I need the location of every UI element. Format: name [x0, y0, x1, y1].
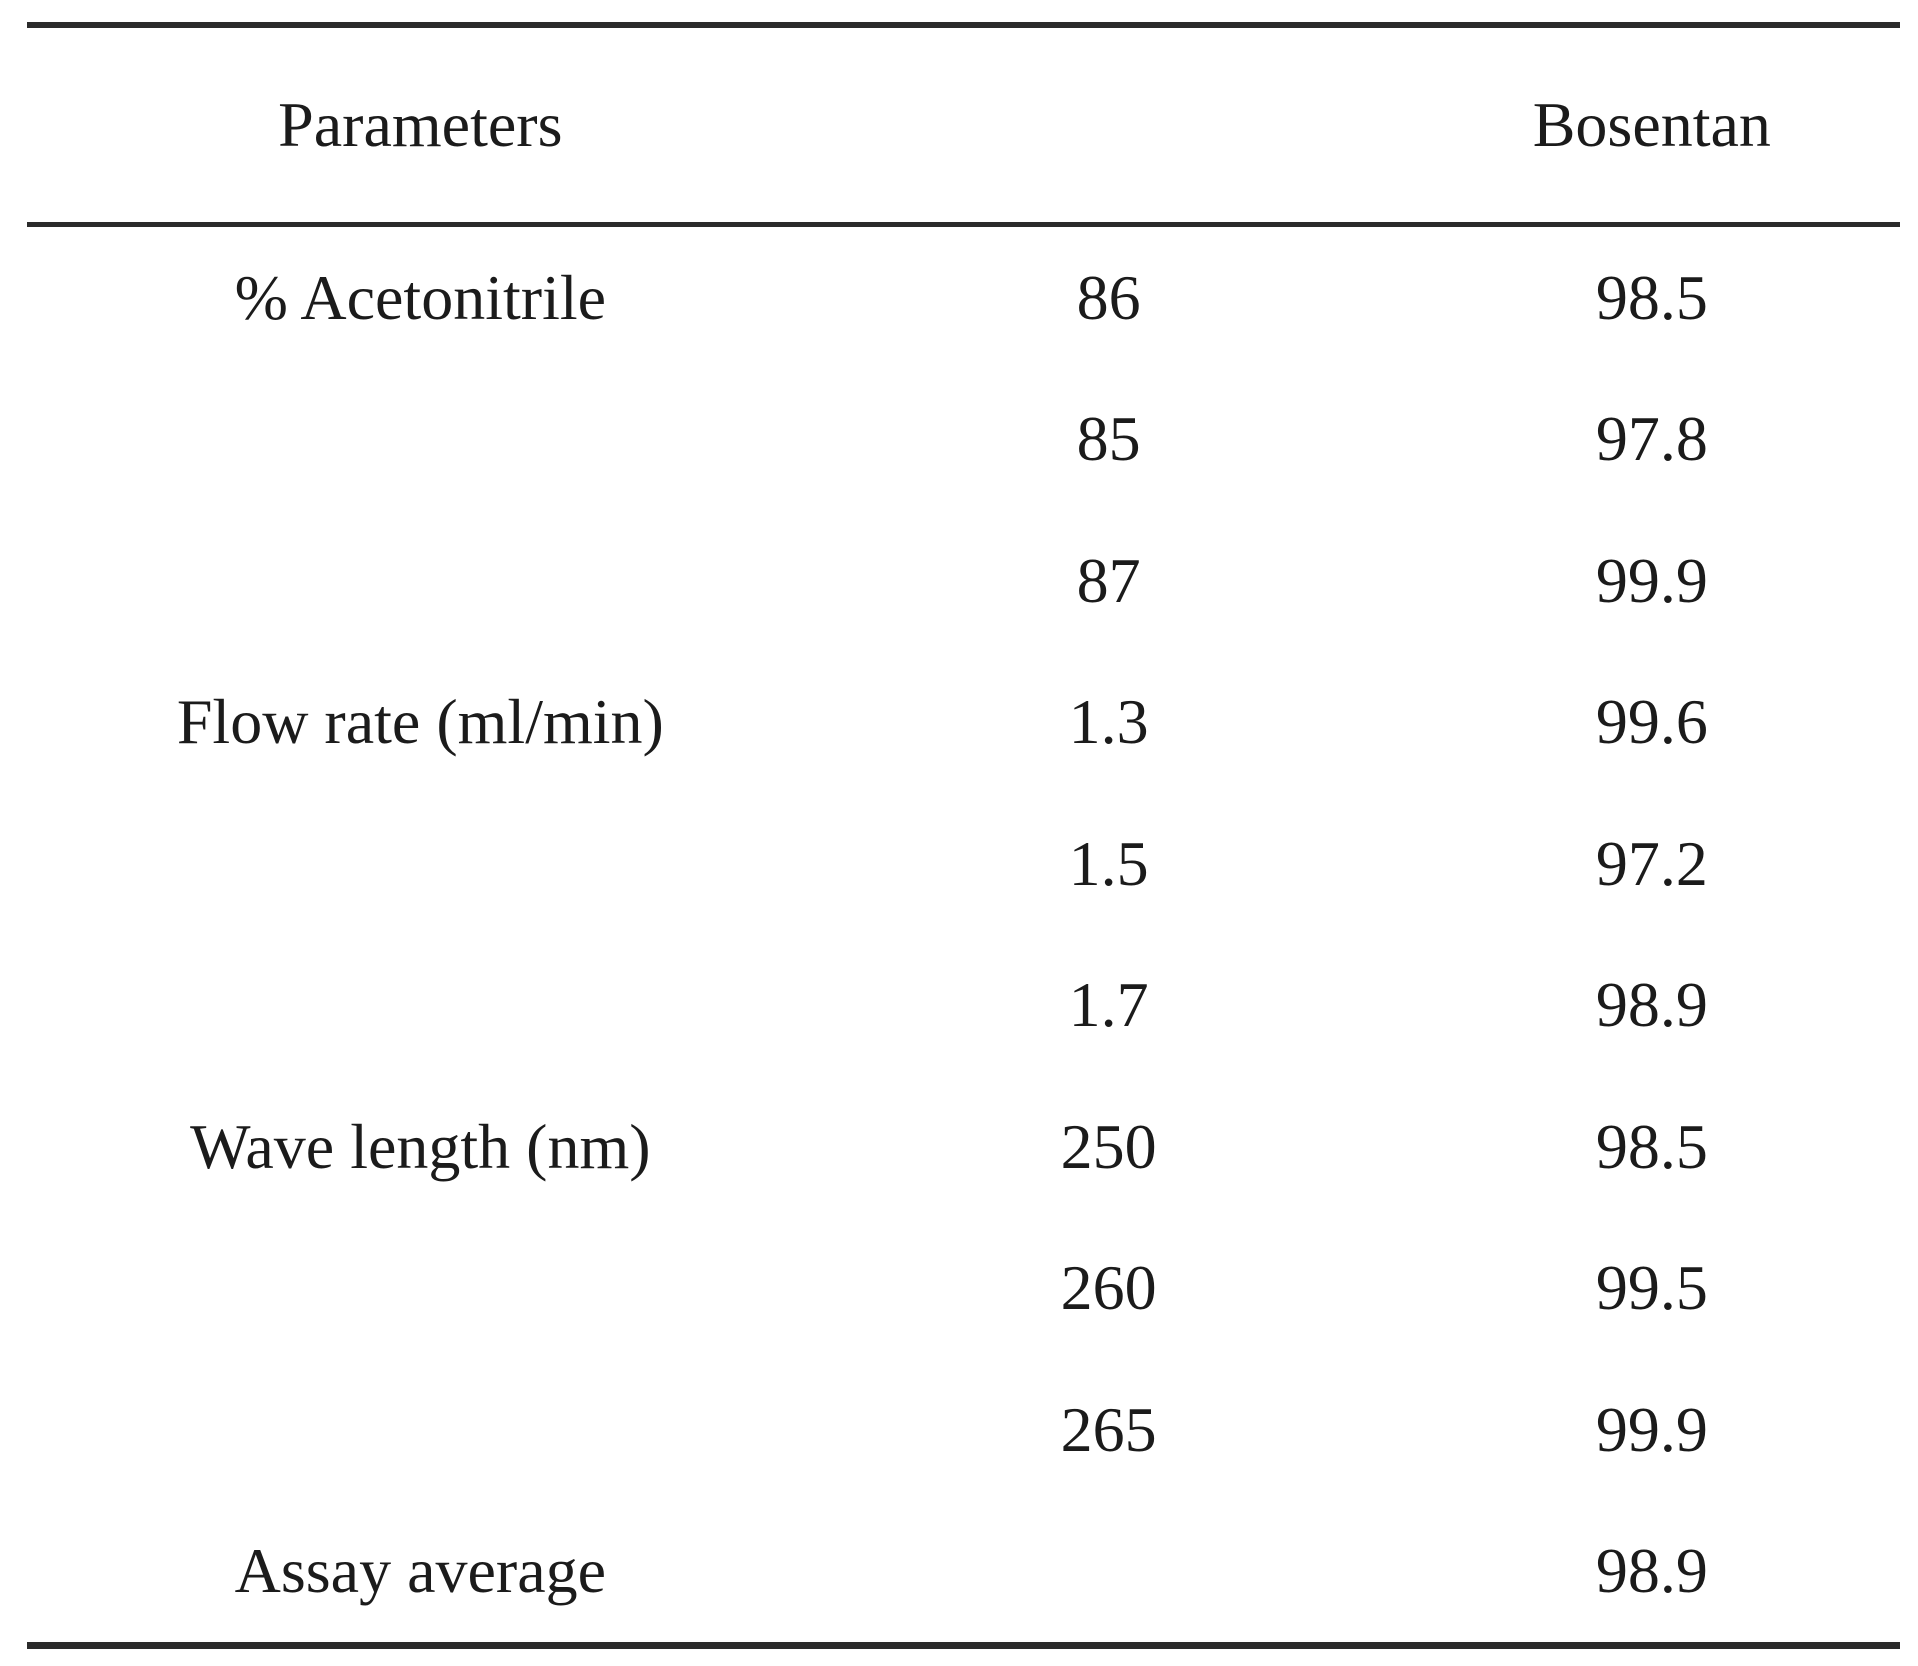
table-row: 85 97.8: [27, 369, 1900, 511]
table-row: Wave length (nm) 250 98.5: [27, 1076, 1900, 1218]
assay-result-cell: 98.9: [1595, 969, 1708, 1041]
table-row: Assay average 98.9: [27, 1501, 1900, 1643]
condition-value-cell: 250: [1060, 1110, 1157, 1182]
assay-result-cell: 99.9: [1595, 544, 1708, 616]
condition-value-cell: 85: [1076, 403, 1141, 475]
assay-result-cell: 99.6: [1595, 686, 1708, 758]
condition-value-cell: 86: [1076, 261, 1141, 333]
condition-value-cell: 1.3: [1068, 686, 1149, 758]
table-row: 260 99.5: [27, 1218, 1900, 1360]
assay-result-cell: 98.9: [1595, 1535, 1708, 1607]
parameter-cell: Wave length (nm): [190, 1110, 651, 1182]
parameter-cell: Assay average: [234, 1535, 607, 1607]
table-header-rule: [27, 222, 1900, 227]
table-row: 1.7 98.9: [27, 935, 1900, 1077]
table-row: 265 99.9: [27, 1359, 1900, 1501]
assay-result-cell: 97.2: [1595, 827, 1708, 899]
assay-result-cell: 97.8: [1595, 403, 1708, 475]
robustness-results-table: Parameters Bosentan % Acetonitrile 86 98…: [27, 22, 1900, 1649]
column-header-bosentan: Bosentan: [1532, 89, 1771, 160]
condition-value-cell: 265: [1060, 1393, 1157, 1465]
condition-value-cell: 87: [1076, 544, 1141, 616]
table-bottom-rule: [27, 1642, 1900, 1649]
column-header-parameters: Parameters: [278, 89, 563, 160]
table-row: 1.5 97.2: [27, 793, 1900, 935]
table-row: % Acetonitrile 86 98.5: [27, 227, 1900, 369]
table-row: Flow rate (ml/min) 1.3 99.6: [27, 652, 1900, 794]
condition-value-cell: 260: [1060, 1252, 1157, 1324]
assay-result-cell: 99.9: [1595, 1393, 1708, 1465]
parameter-cell: Flow rate (ml/min): [176, 686, 664, 758]
assay-result-cell: 99.5: [1595, 1252, 1708, 1324]
table-header-row: Parameters Bosentan: [27, 28, 1900, 222]
table-row: 87 99.9: [27, 510, 1900, 652]
assay-result-cell: 98.5: [1595, 261, 1708, 333]
condition-value-cell: 1.7: [1068, 969, 1149, 1041]
table-top-rule: [27, 22, 1900, 28]
parameter-cell: % Acetonitrile: [234, 261, 607, 333]
assay-result-cell: 98.5: [1595, 1110, 1708, 1182]
condition-value-cell: 1.5: [1068, 827, 1149, 899]
